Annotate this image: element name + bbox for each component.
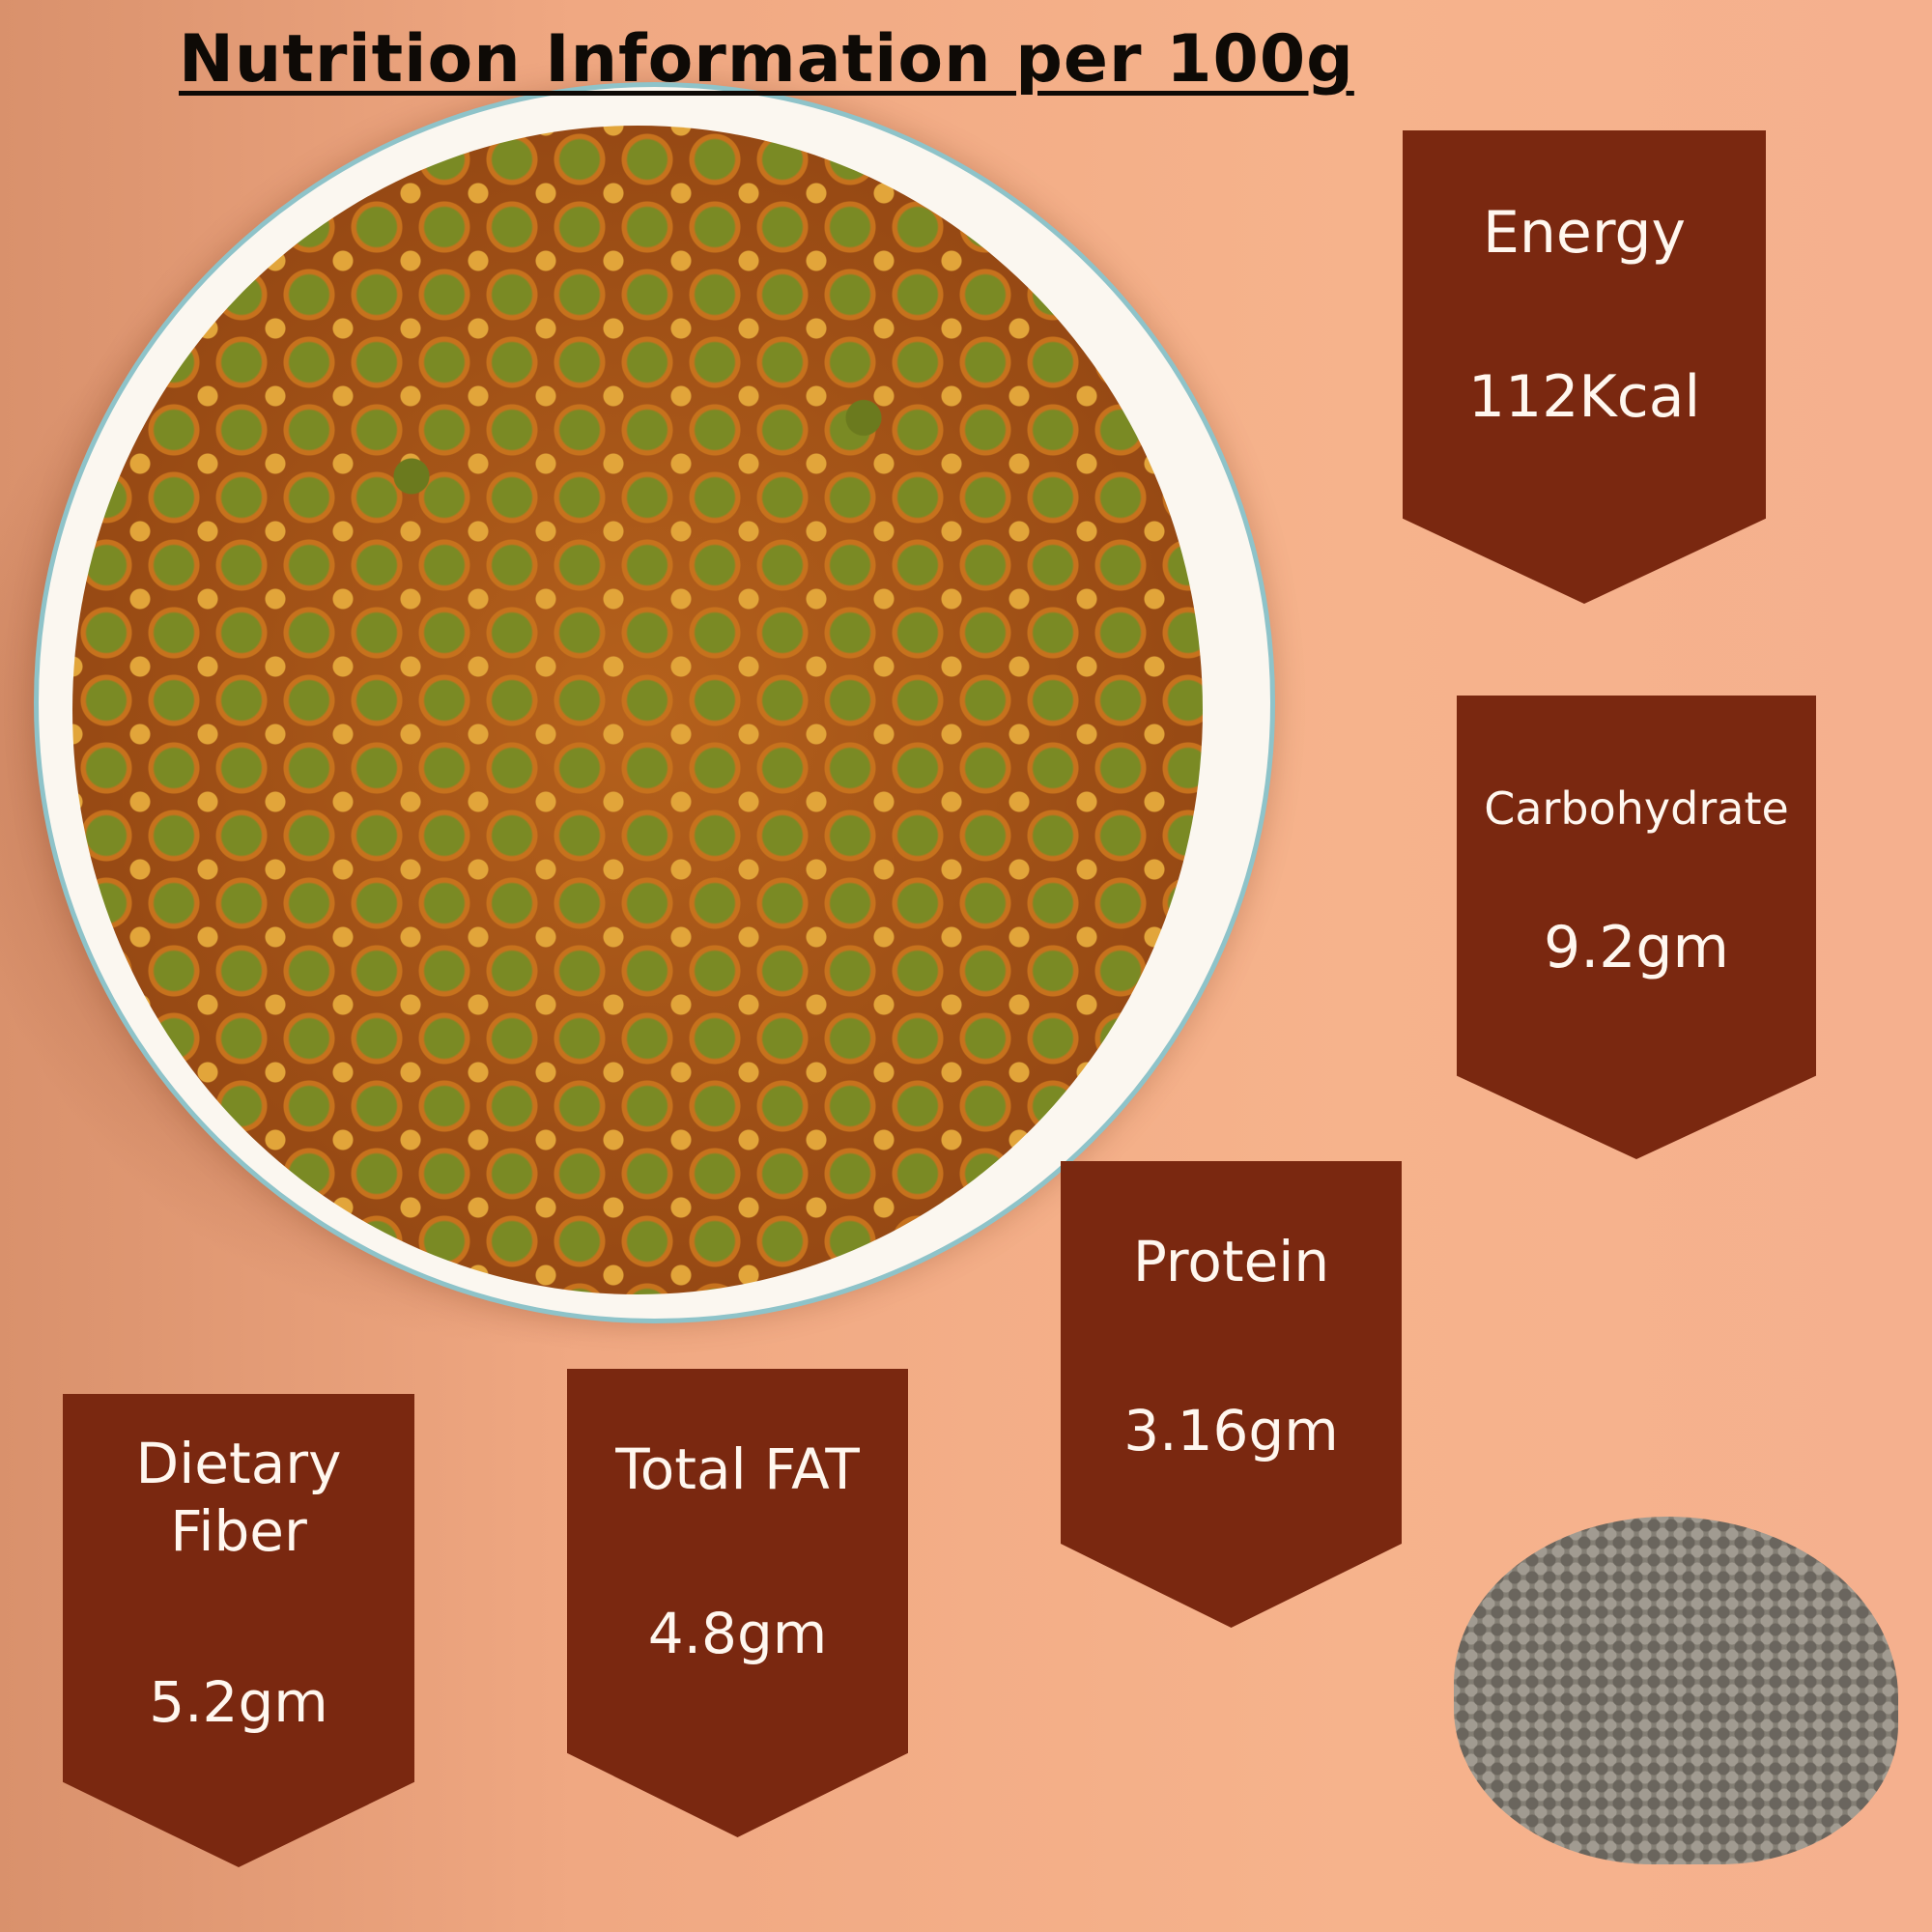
protein-badge: Protein 3.16gm (1061, 1161, 1402, 1628)
energy-value: 112Kcal (1467, 363, 1701, 431)
protein-label: Protein (1132, 1229, 1330, 1294)
seeds-pile-image (1454, 1517, 1898, 1864)
carbohydrate-label: Carbohydrate (1484, 782, 1789, 835)
energy-badge: Energy 112Kcal (1403, 130, 1766, 604)
total-fat-badge: Total FAT 4.8gm (567, 1369, 908, 1837)
total-fat-label: Total FAT (615, 1436, 860, 1502)
page-title: Nutrition Information per 100g (179, 21, 1354, 98)
dietary-fiber-label: Dietary Fiber (135, 1431, 342, 1564)
pea-pickle-image (72, 126, 1203, 1294)
total-fat-value: 4.8gm (647, 1601, 828, 1666)
dietary-fiber-value: 5.2gm (149, 1669, 328, 1735)
dietary-fiber-badge: Dietary Fiber 5.2gm (63, 1394, 414, 1867)
carbohydrate-badge: Carbohydrate 9.2gm (1457, 696, 1816, 1159)
carbohydrate-value: 9.2gm (1544, 914, 1729, 981)
protein-value: 3.16gm (1123, 1398, 1339, 1463)
energy-label: Energy (1482, 199, 1687, 267)
